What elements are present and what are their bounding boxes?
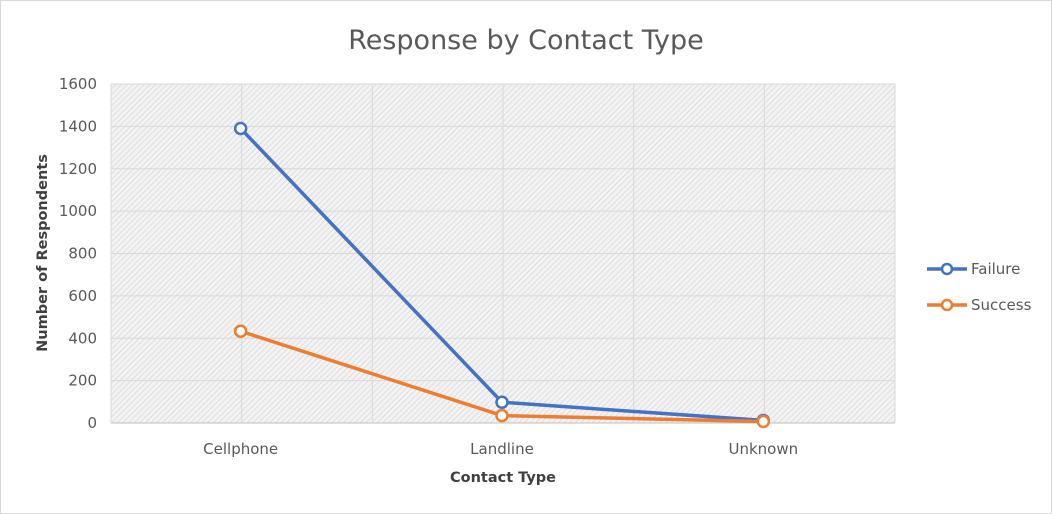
legend-marker-success [940, 298, 954, 312]
data-point-success [495, 408, 509, 423]
x-axis: Cellphone Landline Unknown [203, 440, 798, 458]
legend-marker-failure [940, 262, 954, 276]
y-tick-label: 400 [68, 329, 97, 347]
y-tick-label: 600 [68, 287, 97, 305]
y-axis-title: Number of Respondents [35, 154, 51, 352]
y-tick-label: 1600 [59, 75, 97, 93]
x-tick-label: Landline [470, 440, 534, 458]
y-tick-label: 1200 [59, 160, 97, 178]
chart-title: Response by Contact Type [348, 25, 704, 56]
y-tick-label: 1400 [59, 117, 97, 135]
data-point-failure [233, 121, 248, 136]
y-tick-label: 800 [68, 245, 97, 263]
data-point-success [233, 324, 248, 339]
legend: Failure Success [927, 260, 1032, 314]
legend-label-success: Success [971, 296, 1032, 314]
x-axis-title: Contact Type [450, 470, 556, 486]
y-tick-label: 1000 [59, 202, 97, 220]
x-tick-label: Unknown [729, 440, 799, 458]
legend-label-failure: Failure [971, 260, 1020, 278]
y-tick-label: 0 [87, 414, 97, 432]
y-tick-label: 200 [68, 372, 97, 390]
data-point-failure [495, 395, 509, 409]
data-point-success [756, 414, 771, 429]
y-axis: 0 200 400 600 800 1000 1200 1400 1600 [59, 75, 97, 432]
series-layer [233, 121, 771, 429]
x-tick-label: Cellphone [203, 440, 278, 458]
